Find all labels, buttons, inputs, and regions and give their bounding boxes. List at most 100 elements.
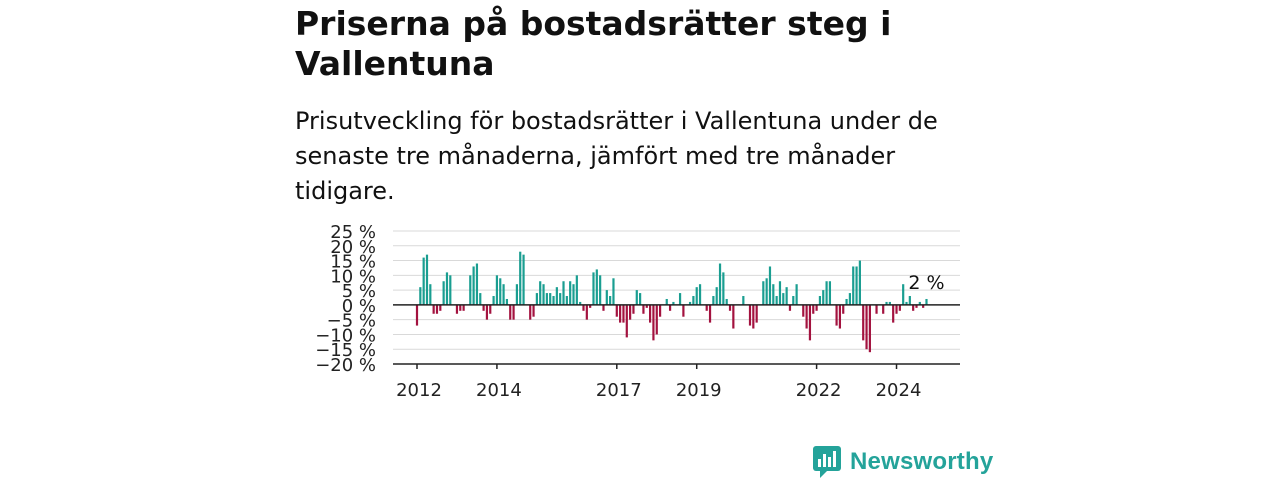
bar (619, 304, 622, 323)
bar (485, 304, 489, 320)
bar (579, 301, 582, 305)
bar (482, 304, 485, 311)
bar (788, 304, 792, 311)
bar (542, 284, 545, 305)
bar (805, 304, 808, 329)
bar (855, 266, 858, 305)
x-tick-label: 2017 (596, 380, 642, 401)
y-tick-label: 10 % (330, 266, 376, 287)
bar (705, 304, 708, 311)
y-tick-label: −15 % (315, 340, 376, 361)
bar (575, 275, 578, 305)
bar (778, 281, 782, 305)
bar (589, 304, 592, 308)
newsworthy-icon (813, 446, 841, 478)
bar (552, 296, 555, 305)
bar (625, 304, 628, 338)
bar (728, 304, 732, 311)
bar (838, 304, 842, 329)
bar (555, 287, 558, 305)
bar (462, 304, 465, 311)
x-tick-label: 2019 (676, 380, 722, 401)
y-tick-label: 25 % (330, 222, 376, 243)
bar (915, 304, 918, 308)
bar (672, 301, 675, 305)
bar (449, 275, 452, 305)
bar (795, 284, 798, 305)
bar (862, 304, 865, 341)
bar (422, 257, 425, 305)
bar (582, 304, 585, 311)
bar (658, 304, 662, 317)
bar (652, 304, 655, 341)
bar (905, 301, 908, 305)
bar (902, 284, 905, 305)
bar (842, 304, 845, 314)
bar (595, 269, 598, 305)
bar (549, 293, 552, 305)
y-tick-label: 5 % (342, 281, 376, 302)
gridlines (393, 230, 960, 365)
bar (802, 304, 805, 317)
bar (825, 281, 828, 305)
bar (539, 281, 542, 305)
bar (415, 304, 419, 326)
bar (692, 296, 695, 305)
bar (622, 304, 625, 323)
bar (768, 266, 772, 305)
bar (752, 304, 755, 329)
bar (569, 281, 572, 305)
bar (419, 287, 422, 305)
bar (688, 301, 692, 305)
bar (435, 304, 439, 314)
bar (712, 296, 715, 305)
y-tick-label: 15 % (330, 252, 376, 273)
bar (718, 263, 722, 305)
bar (912, 304, 915, 311)
newsworthy-logo[interactable]: Newsworthy (812, 445, 993, 479)
bar (655, 304, 658, 335)
bar (505, 298, 509, 305)
bar (645, 304, 648, 308)
bar (742, 296, 745, 305)
bar (522, 254, 525, 305)
bar (865, 304, 868, 350)
bar (785, 287, 788, 305)
bar (908, 296, 911, 305)
bar (432, 304, 435, 314)
bar (792, 296, 795, 305)
bar (818, 296, 822, 305)
bar (529, 304, 532, 320)
bar (459, 304, 462, 311)
bar (469, 275, 472, 305)
bar (888, 301, 891, 305)
bar (808, 304, 812, 341)
chart-subtitle: Prisutveckling för bostadsrätter i Valle… (295, 107, 938, 205)
bar (605, 290, 608, 305)
bar (535, 293, 538, 305)
y-tick-label: 0 % (342, 296, 376, 317)
bar (722, 272, 725, 305)
bar (885, 301, 888, 305)
axes: 25 %20 %15 %10 %5 %0 %−5 %−10 %−15 %−20 … (315, 222, 960, 401)
last-value-label: 2 % (908, 272, 944, 294)
bar (565, 296, 568, 305)
bar (455, 304, 459, 314)
bar (868, 304, 871, 353)
x-tick-label: 2022 (796, 380, 842, 401)
bar (748, 304, 752, 326)
bar (765, 278, 768, 305)
bar (602, 304, 605, 311)
brand-name: Newsworthy (850, 448, 994, 475)
bar (782, 293, 785, 305)
bar (472, 266, 475, 305)
bar (815, 304, 818, 311)
bar (875, 304, 878, 314)
bar (682, 304, 685, 317)
bar (725, 298, 728, 305)
bar (425, 254, 429, 305)
bar (845, 298, 848, 305)
bar (828, 281, 832, 305)
bar (489, 304, 492, 314)
y-tick-label: −20 % (315, 355, 376, 376)
